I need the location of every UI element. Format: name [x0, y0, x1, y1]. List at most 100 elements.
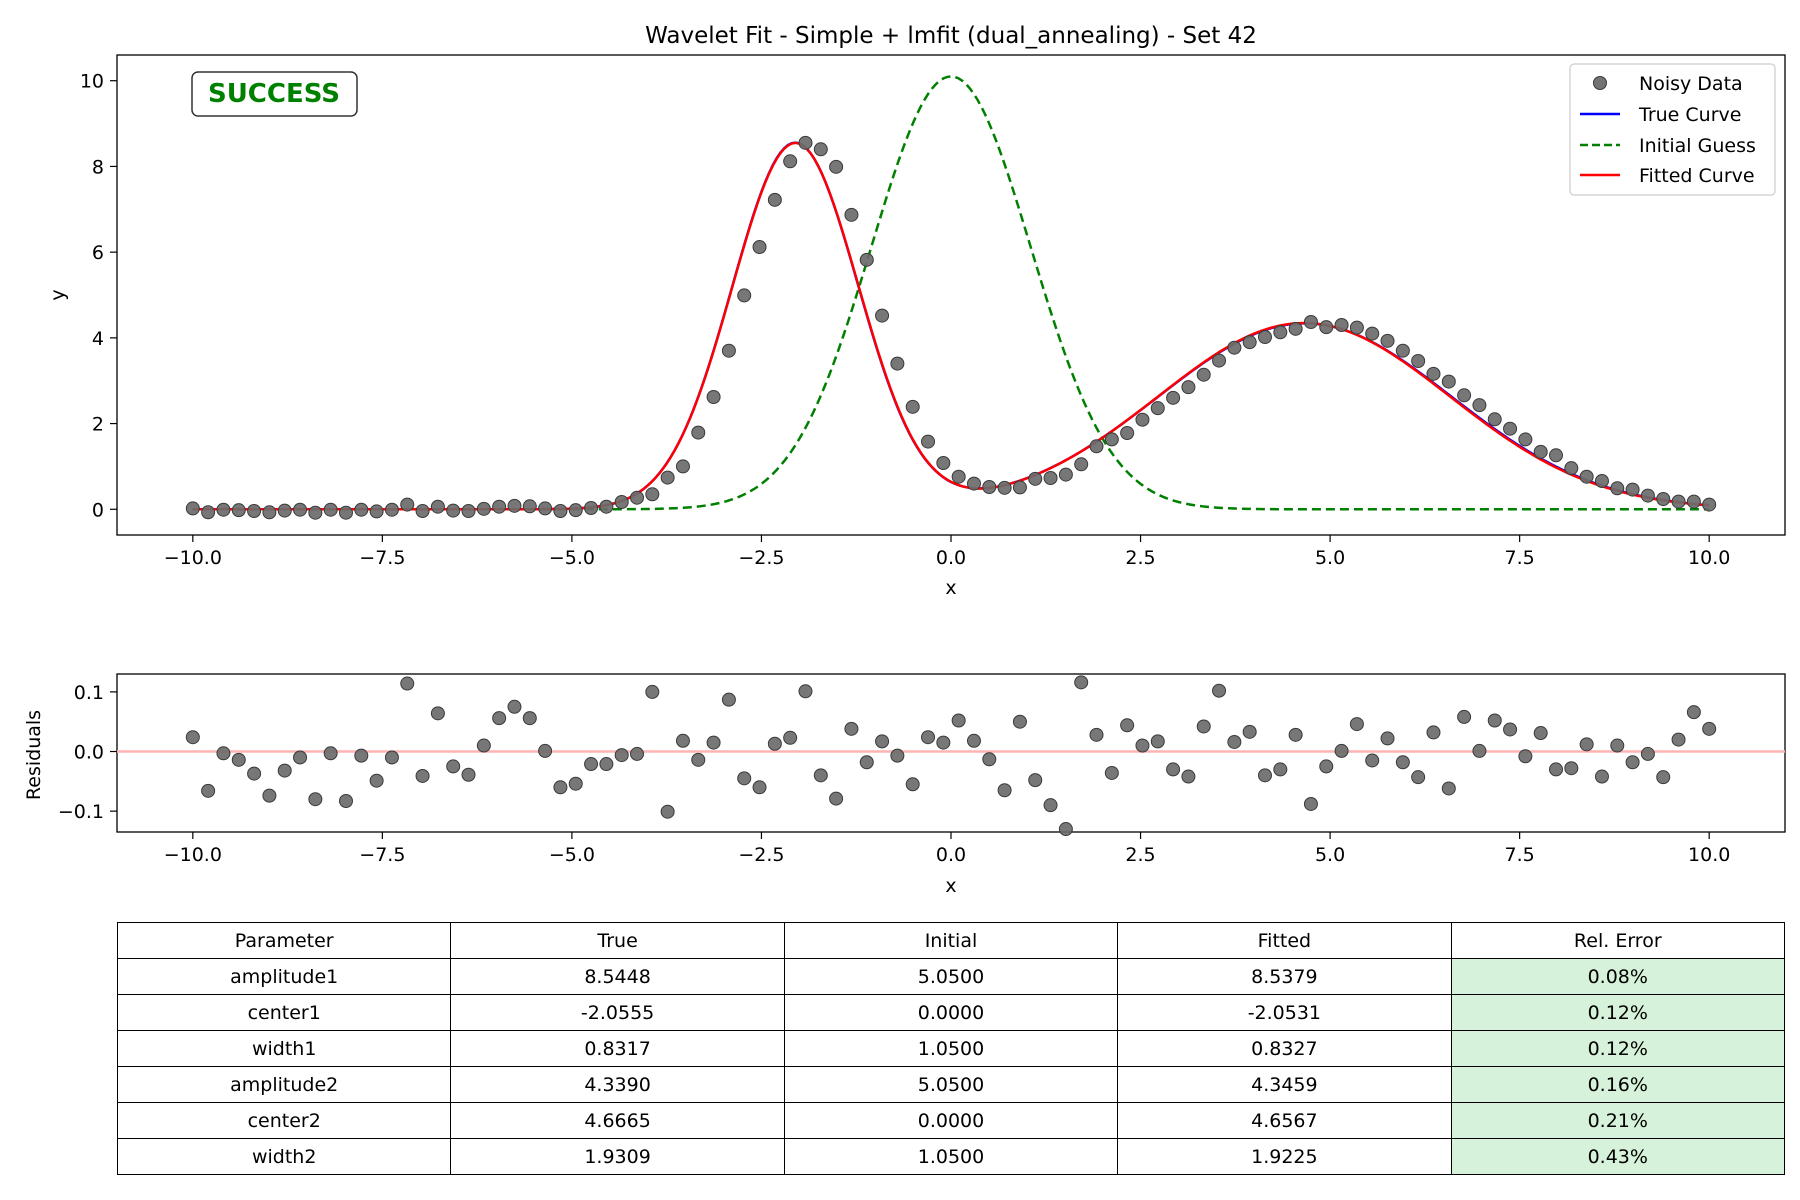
main-x-tick-label: 10.0 [1688, 547, 1730, 569]
residual-point [645, 684, 660, 699]
residuals-y-tick-label: −0.1 [58, 801, 104, 823]
noisy-data-point [1058, 467, 1073, 482]
noisy-data-point [783, 154, 798, 169]
table-cell-rel-error: 0.12% [1450, 1030, 1786, 1067]
table-header-cell: Rel. Error [1450, 922, 1786, 959]
table-cell-fitted: 0.8327 [1117, 1030, 1452, 1067]
noisy-data-point [1166, 390, 1181, 405]
noisy-data-point [476, 501, 491, 516]
noisy-data-point [1012, 480, 1027, 495]
residual-point [568, 776, 583, 791]
residual-point [1012, 714, 1027, 729]
table-cell-fitted: 4.6567 [1117, 1102, 1452, 1139]
table-cell-rel-error: 0.08% [1450, 958, 1786, 995]
residual-point [1257, 768, 1272, 783]
fitted-curve-line [192, 141, 1710, 511]
residuals-y-axis-label: Residuals [23, 710, 45, 800]
noisy-data-point [1365, 326, 1380, 341]
residual-point [1640, 746, 1655, 761]
main-x-tick-label: 2.5 [1125, 547, 1155, 569]
noisy-data-point [461, 504, 476, 518]
noisy-data-point [1349, 320, 1364, 335]
residual-point [584, 757, 599, 772]
noisy-data-point [354, 502, 369, 517]
noisy-data-point [752, 240, 767, 254]
residuals-plot: −10.0 −7.5 −5.0 −2.5 0.0 2.5 5.0 7.5 10.0 −0.1 0.… [23, 673, 1786, 897]
noisy-data-point [568, 503, 583, 518]
noisy-data-point [1686, 494, 1701, 509]
residual-point [1365, 753, 1380, 768]
noisy-data-point [338, 505, 353, 520]
legend-label-initial-guess: Initial Guess [1639, 135, 1756, 157]
main-x-tick-label: −7.5 [359, 547, 405, 569]
residual-point [1472, 743, 1487, 758]
table-cell-initial: 0.0000 [783, 994, 1119, 1031]
true-curve-line [192, 141, 1710, 511]
noisy-data-point [614, 495, 629, 509]
noisy-data-point [1579, 469, 1594, 484]
residual-point [308, 792, 323, 807]
noisy-data-point [308, 505, 323, 520]
noisy-data-point [185, 501, 200, 516]
table-cell-parameter: width1 [116, 1030, 452, 1067]
main-y-axis-label: y [47, 289, 69, 300]
table-header-row: Parameter True Initial Fitted Rel. Error [116, 922, 1786, 959]
residual-point [982, 752, 997, 767]
residual-point [277, 763, 292, 778]
main-plot: −10.0 −7.5 −5.0 −2.5 0.0 2.5 5.0 7.5 10.0 0 2 4 6 8 1… [47, 54, 1786, 599]
noisy-data-point [1212, 353, 1227, 368]
residual-point [890, 748, 905, 763]
residuals-x-tick-label: −7.5 [359, 844, 405, 866]
main-y-tick-label: 6 [92, 242, 104, 264]
residual-point [262, 788, 277, 803]
noisy-data-point [921, 434, 936, 449]
noisy-data-point [1457, 388, 1472, 403]
status-badge-text: SUCCESS [208, 79, 340, 109]
residual-point [752, 780, 767, 795]
table-row: amplitude1 8.5448 5.0500 8.5379 0.08% [116, 958, 1786, 995]
noisy-data-point [844, 207, 859, 222]
table-cell-true: 4.6665 [450, 1102, 785, 1139]
noisy-data-point [829, 159, 844, 174]
noisy-data-point [645, 487, 660, 502]
noisy-data-point [1487, 412, 1502, 427]
legend-entry-true-curve: True Curve [1580, 104, 1741, 126]
noisy-data-point [982, 480, 997, 494]
noisy-data-point [1334, 318, 1349, 332]
noisy-data-point [1135, 412, 1150, 427]
residual-point [1533, 726, 1548, 741]
noisy-data-point [553, 504, 568, 518]
noisy-data-point [1273, 325, 1288, 340]
noisy-data-point [1380, 333, 1395, 348]
residual-point [1610, 738, 1625, 753]
residual-point [446, 759, 461, 774]
noisy-data-point [1441, 374, 1456, 389]
noisy-data-point [1227, 340, 1242, 355]
residual-point [247, 766, 262, 781]
legend-box [1569, 63, 1776, 196]
table-cell-rel-error: 0.12% [1450, 994, 1786, 1031]
residual-point [1181, 769, 1196, 784]
main-x-tick-label: 0.0 [936, 547, 966, 569]
legend-marker-noisy-data [1593, 76, 1607, 90]
legend-entry-noisy-data: Noisy Data [1593, 73, 1743, 95]
main-points [185, 135, 1717, 520]
residual-point [1303, 796, 1318, 811]
residual-point [1395, 755, 1410, 770]
residuals-x-tick-label: −10.0 [164, 844, 222, 866]
residual-point [1503, 722, 1518, 737]
residual-point [354, 748, 369, 763]
residual-point [660, 804, 675, 819]
residual-point [997, 783, 1012, 798]
noisy-data-point [1671, 494, 1686, 509]
table-cell-true: 8.5448 [450, 958, 785, 995]
table-cell-true: 1.9309 [450, 1138, 785, 1175]
noisy-data-point [492, 499, 507, 514]
noisy-data-point [966, 476, 981, 491]
noisy-data-point [1089, 439, 1104, 454]
residuals-x-ticks: −10.0 −7.5 −5.0 −2.5 0.0 2.5 5.0 7.5 10.0 [164, 832, 1730, 866]
residual-point [936, 735, 951, 750]
table-header-cell: Initial [783, 922, 1119, 959]
noisy-data-point [1610, 481, 1625, 496]
noisy-data-point [1564, 461, 1579, 476]
